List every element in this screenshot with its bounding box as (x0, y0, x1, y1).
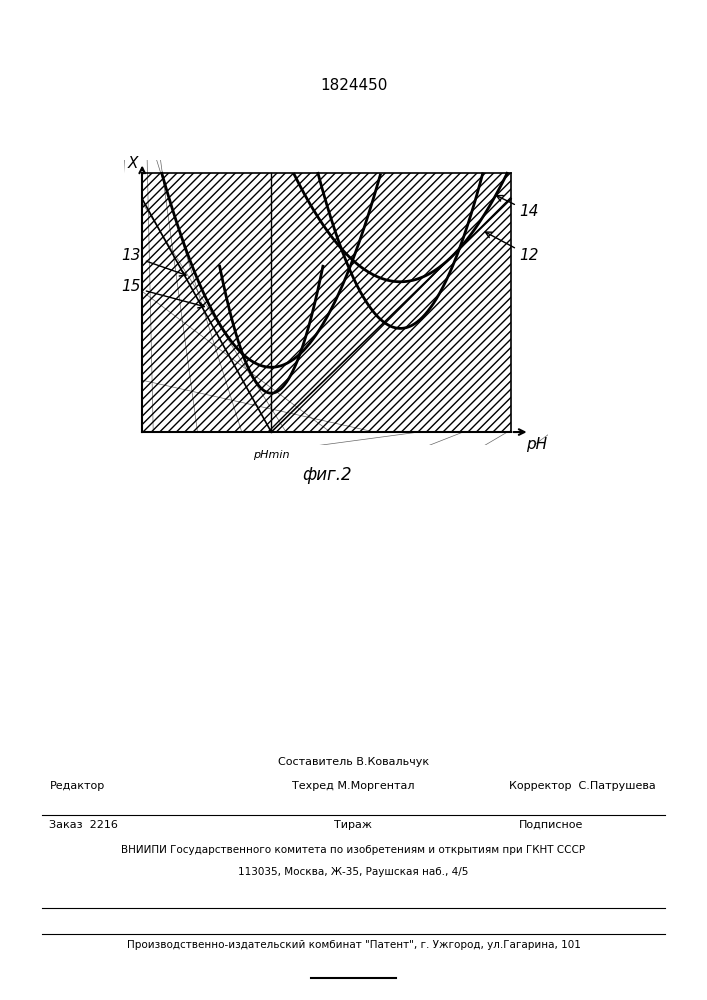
Bar (142, 173, 511, 432)
Text: pHmin: pHmin (253, 450, 290, 460)
Text: Производственно-издательский комбинат "Патент", г. Ужгород, ул.Гагарина, 101: Производственно-издательский комбинат "П… (127, 940, 580, 950)
Text: Подписное: Подписное (519, 820, 584, 830)
Text: 15: 15 (122, 279, 204, 308)
Text: 14: 14 (496, 196, 539, 219)
Text: Составитель В.Ковальчук: Составитель В.Ковальчук (278, 757, 429, 767)
Text: Редактор: Редактор (49, 781, 105, 791)
Text: 12: 12 (485, 232, 539, 263)
Text: 113035, Москва, Ж-35, Раушская наб., 4/5: 113035, Москва, Ж-35, Раушская наб., 4/5 (238, 867, 469, 877)
Text: 1824450: 1824450 (320, 78, 387, 93)
Text: Заказ  2216: Заказ 2216 (49, 820, 118, 830)
Text: 13: 13 (122, 248, 186, 276)
Text: фиг.2: фиг.2 (302, 466, 351, 484)
Text: X: X (128, 156, 138, 171)
Text: Корректор  С.Патрушева: Корректор С.Патрушева (509, 781, 656, 791)
Text: ВНИИПИ Государственного комитета по изобретениям и открытиям при ГКНТ СССР: ВНИИПИ Государственного комитета по изоб… (122, 845, 585, 855)
Text: Тираж: Тираж (334, 820, 373, 830)
Text: Техред М.Моргентал: Техред М.Моргентал (292, 781, 415, 791)
Text: pH: pH (526, 438, 547, 452)
